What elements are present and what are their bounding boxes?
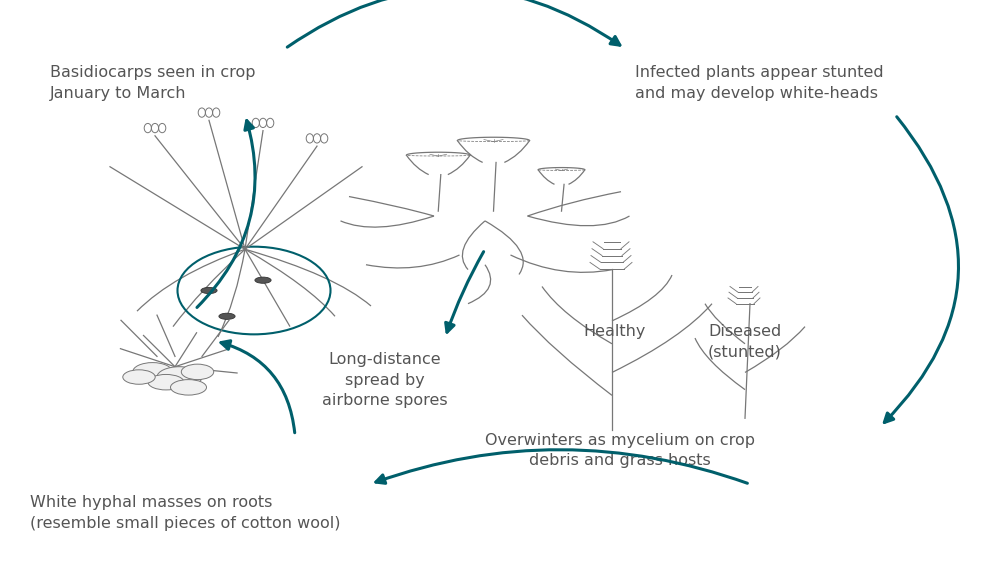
FancyArrowPatch shape bbox=[446, 252, 484, 332]
Ellipse shape bbox=[148, 375, 184, 390]
Ellipse shape bbox=[170, 380, 207, 395]
Text: Healthy: Healthy bbox=[584, 324, 646, 339]
FancyArrowPatch shape bbox=[197, 120, 255, 308]
Text: Overwinters as mycelium on crop
debris and grass hosts: Overwinters as mycelium on crop debris a… bbox=[485, 433, 755, 468]
Text: Long-distance
spread by
airborne spores: Long-distance spread by airborne spores bbox=[322, 352, 448, 408]
Ellipse shape bbox=[181, 364, 214, 380]
Ellipse shape bbox=[219, 313, 235, 319]
Text: Infected plants appear stunted
and may develop white-heads: Infected plants appear stunted and may d… bbox=[635, 65, 884, 101]
FancyArrowPatch shape bbox=[376, 450, 747, 483]
Ellipse shape bbox=[123, 370, 155, 384]
Text: Diseased
(stunted): Diseased (stunted) bbox=[708, 324, 782, 359]
FancyArrowPatch shape bbox=[287, 0, 620, 47]
Ellipse shape bbox=[157, 367, 202, 387]
Text: Basidiocarps seen in crop
January to March: Basidiocarps seen in crop January to Mar… bbox=[50, 65, 256, 101]
Ellipse shape bbox=[255, 277, 271, 283]
Ellipse shape bbox=[133, 363, 172, 381]
Text: White hyphal masses on roots
(resemble small pieces of cotton wool): White hyphal masses on roots (resemble s… bbox=[30, 495, 340, 531]
FancyArrowPatch shape bbox=[221, 341, 295, 433]
Ellipse shape bbox=[201, 288, 217, 293]
FancyArrowPatch shape bbox=[884, 117, 959, 422]
